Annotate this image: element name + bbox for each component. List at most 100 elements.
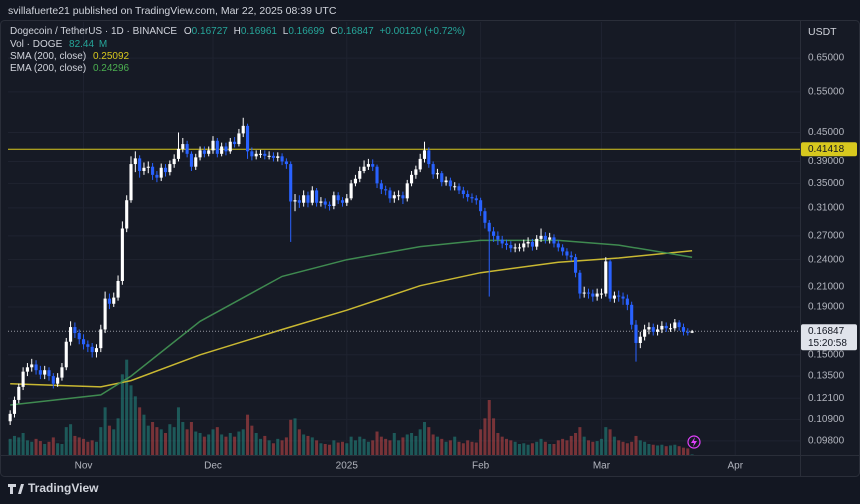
volume-bar bbox=[470, 441, 474, 455]
candle-body bbox=[392, 195, 396, 199]
volume-bar bbox=[548, 444, 552, 455]
volume-bar bbox=[483, 418, 487, 455]
volume-bar bbox=[410, 433, 414, 455]
candle-body bbox=[608, 261, 612, 299]
candle-body bbox=[435, 173, 440, 175]
candle-body bbox=[51, 376, 55, 384]
volume-bar bbox=[211, 429, 215, 455]
candle-body bbox=[466, 194, 470, 198]
legend-name: SMA (200, close) bbox=[10, 51, 86, 62]
volume-bar bbox=[164, 433, 168, 455]
volume-bar bbox=[185, 429, 189, 455]
candle-body bbox=[448, 180, 452, 187]
candle-body bbox=[474, 198, 478, 201]
volume-bar bbox=[448, 440, 452, 455]
volume-bar bbox=[647, 444, 651, 455]
candle-body bbox=[427, 150, 431, 165]
candle-body bbox=[617, 295, 621, 297]
alert-bolt[interactable] bbox=[691, 437, 697, 447]
volume-bar bbox=[656, 445, 660, 455]
volume-bar bbox=[86, 441, 90, 455]
volume-bar bbox=[202, 436, 206, 455]
alert-icon[interactable] bbox=[687, 435, 701, 449]
candle-body bbox=[38, 370, 42, 375]
volume-bar bbox=[189, 422, 193, 455]
alert-circle[interactable] bbox=[687, 435, 701, 449]
indicator-line bbox=[10, 239, 693, 406]
volume-bar bbox=[38, 441, 42, 455]
level-label-box bbox=[801, 142, 857, 157]
legend-volume: Vol · DOGE 82.44 M bbox=[10, 39, 107, 50]
volume-bar bbox=[543, 441, 547, 455]
volume-bar bbox=[625, 443, 629, 455]
candle-body bbox=[146, 166, 150, 168]
candle-body bbox=[500, 239, 504, 244]
candle-body bbox=[686, 331, 690, 333]
volume-bar bbox=[151, 422, 155, 455]
candle-body bbox=[280, 156, 284, 162]
volume-bar bbox=[500, 436, 504, 455]
volume-bar bbox=[677, 446, 681, 455]
volume-bar bbox=[233, 436, 237, 455]
candle-body bbox=[310, 190, 314, 203]
candle-body bbox=[254, 153, 258, 157]
candle-body bbox=[362, 166, 366, 172]
volume-bar bbox=[328, 444, 332, 455]
candle-body bbox=[548, 237, 552, 240]
candle-body bbox=[414, 169, 418, 175]
candle-body bbox=[107, 298, 111, 304]
candle-body bbox=[56, 377, 60, 384]
candle-body bbox=[349, 183, 353, 199]
volume-bar bbox=[323, 444, 327, 455]
candle-body bbox=[638, 336, 642, 343]
candle-body bbox=[681, 327, 686, 332]
candle-body bbox=[138, 158, 142, 172]
volume-bar bbox=[608, 429, 612, 455]
candle-body bbox=[228, 141, 232, 152]
candle-body bbox=[643, 329, 647, 337]
candle-body bbox=[64, 341, 68, 368]
volume-bar bbox=[56, 443, 60, 455]
close-value: 0.16847 bbox=[338, 26, 375, 37]
candle-body bbox=[215, 140, 219, 154]
volume-bar bbox=[643, 441, 647, 455]
volume-bar bbox=[125, 359, 129, 455]
candle-body bbox=[327, 204, 332, 206]
volume-bar bbox=[431, 434, 435, 455]
volume-bar bbox=[276, 438, 280, 455]
volume-name: Vol · DOGE bbox=[10, 39, 63, 50]
volume-bar bbox=[582, 436, 586, 455]
volume-bar bbox=[51, 437, 55, 455]
volume-bar bbox=[220, 434, 224, 455]
candle-body bbox=[574, 257, 578, 273]
brand-logo: TradingView bbox=[8, 481, 99, 495]
volume-bar bbox=[340, 441, 345, 455]
volume-bar bbox=[595, 441, 599, 455]
volume-bar bbox=[440, 438, 444, 455]
candle-body bbox=[258, 153, 263, 155]
candle-body bbox=[345, 198, 349, 203]
volume-bar bbox=[224, 436, 228, 455]
volume-bar bbox=[293, 418, 297, 455]
candle-body bbox=[440, 173, 444, 183]
candle-body bbox=[77, 333, 81, 340]
candle-body bbox=[513, 247, 517, 249]
volume-bar bbox=[569, 435, 573, 455]
candle-body bbox=[526, 241, 530, 244]
candle-body bbox=[176, 148, 181, 159]
volume-bar bbox=[12, 435, 16, 455]
volume-bar bbox=[561, 438, 565, 455]
volume-bar bbox=[237, 431, 241, 455]
volume-bar bbox=[405, 434, 409, 455]
legend-sma: SMA (200, close) 0.25092 bbox=[10, 51, 130, 62]
symbol: Dogecoin / TetherUS · 1D · BINANCE bbox=[10, 26, 177, 37]
legend-value: 0.24296 bbox=[93, 63, 130, 74]
candle-body bbox=[651, 327, 655, 332]
candle-body bbox=[690, 331, 694, 333]
volume-bar bbox=[418, 429, 422, 455]
volume-bar bbox=[112, 429, 116, 455]
volume-value: 82.44 bbox=[69, 39, 94, 50]
candle-body bbox=[379, 183, 383, 190]
candle-body bbox=[457, 186, 461, 191]
candle-body bbox=[21, 371, 25, 387]
